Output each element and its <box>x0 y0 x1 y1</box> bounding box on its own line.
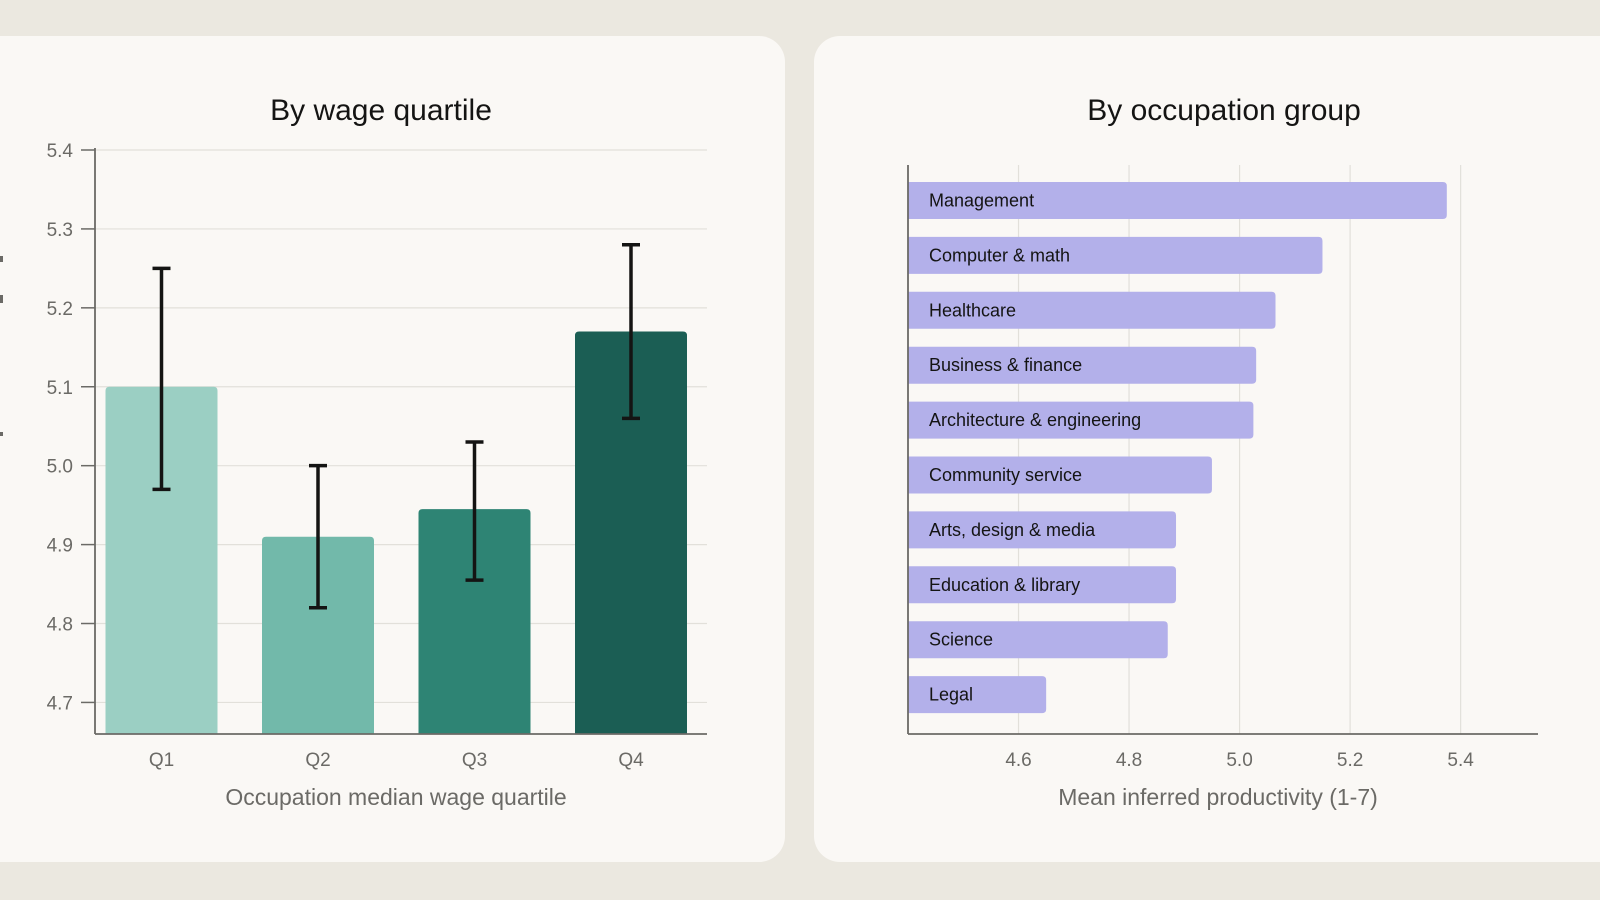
bar-label: Business & finance <box>929 355 1082 375</box>
x-tick-label: Q1 <box>149 750 174 771</box>
bar-science <box>908 621 1168 659</box>
tick-labels: 4.7 4.8 4.9 5.0 5.1 5.2 5.3 5.4 Q1 Q2 Q3 Q4 <box>47 141 645 771</box>
wage-quartile-chart: 4.7 4.8 4.9 5.0 5.1 5.2 5.3 5.4 Q1 Q2 Q3 Q4 Occupat… <box>47 141 707 810</box>
y-tick-label: 5.3 <box>47 220 73 241</box>
bar-q4 <box>575 331 687 734</box>
bar-legal <box>908 676 1047 714</box>
bar-label: Healthcare <box>929 300 1016 320</box>
occupation-group-chart-title: By occupation group <box>1087 94 1361 127</box>
bar-education-library <box>908 566 1177 604</box>
bar-label: Computer & math <box>929 245 1070 265</box>
bar-q2 <box>262 536 374 734</box>
wage-quartile-chart-title: By wage quartile <box>270 94 492 127</box>
clipped-ylabel-fragment <box>0 295 3 303</box>
occupation-group-panel: By occupation group <box>814 36 1600 862</box>
x-tick-label: 5.0 <box>1226 750 1252 771</box>
x-tick-label: 4.6 <box>1005 750 1031 771</box>
bar-computer-math <box>908 236 1323 274</box>
x-tick-label: Q3 <box>462 750 487 771</box>
x-axis-title: Mean inferred productivity (1-7) <box>1058 784 1378 810</box>
y-tick-label: 4.7 <box>47 693 73 714</box>
bar-label: Science <box>929 630 993 650</box>
y-tick-label: 4.8 <box>47 615 73 636</box>
bar-arts-design-media <box>908 511 1177 549</box>
clipped-ylabel-fragment <box>0 256 3 262</box>
x-tick-label: 5.4 <box>1447 750 1474 771</box>
x-tick-label: 4.8 <box>1116 750 1142 771</box>
x-tick-label: Q2 <box>305 750 330 771</box>
tick-labels: 4.6 4.8 5.0 5.2 5.4 Management Computer & math… <box>929 191 1474 772</box>
clipped-ylabel-fragment <box>0 432 3 436</box>
bar-label: Legal <box>929 685 973 705</box>
bar-community-service <box>908 456 1212 494</box>
y-tick-label: 4.9 <box>47 536 73 557</box>
x-axis-title: Occupation median wage quartile <box>225 784 566 810</box>
bar-management <box>908 182 1447 219</box>
bar-label: Management <box>929 191 1034 211</box>
x-tick-label: Q4 <box>618 750 644 771</box>
y-tick-label: 5.2 <box>47 299 73 320</box>
x-tick-label: 5.2 <box>1337 750 1363 771</box>
bar-label: Education & library <box>929 575 1080 595</box>
y-tick-label: 5.4 <box>47 141 74 162</box>
bar-healthcare <box>908 291 1276 329</box>
bar-q1 <box>105 386 218 734</box>
bars <box>105 331 687 734</box>
error-bars <box>152 242 640 610</box>
bar-label: Architecture & engineering <box>929 410 1141 430</box>
bar-business-finance <box>908 346 1257 384</box>
axes <box>81 148 707 735</box>
bar-architecture-engineering <box>908 401 1254 439</box>
y-tick-label: 5.0 <box>47 457 73 478</box>
axes <box>907 165 1538 735</box>
y-tick-label: 5.1 <box>47 378 73 399</box>
bar-label: Community service <box>929 465 1082 485</box>
bars <box>908 182 1447 714</box>
bar-q3 <box>418 509 531 734</box>
occupation-group-chart: 4.6 4.8 5.0 5.2 5.4 Management Computer & math… <box>907 165 1538 810</box>
bar-label: Arts, design & media <box>929 520 1096 540</box>
